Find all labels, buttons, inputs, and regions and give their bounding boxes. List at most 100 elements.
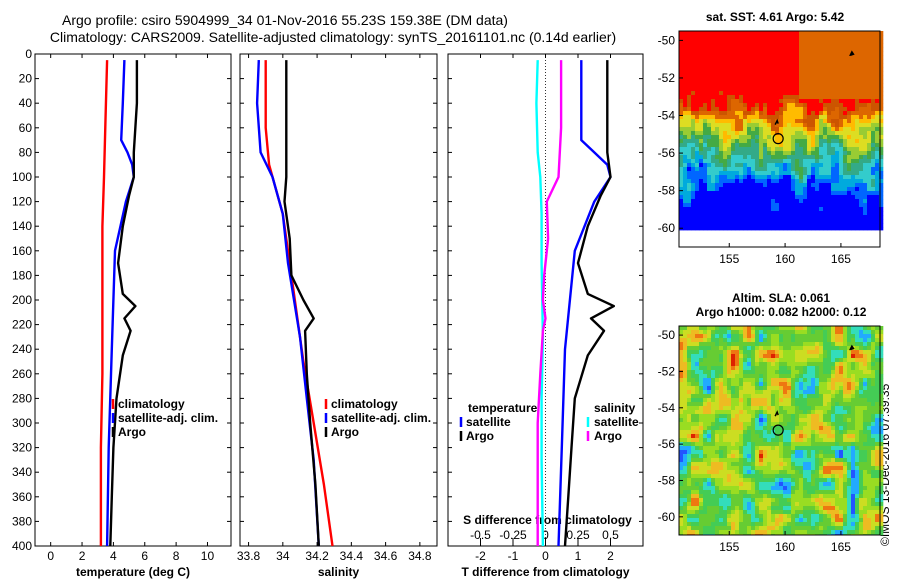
sla-map-cell [791,358,796,363]
sla-map-cell [783,442,788,447]
sla-map-cell [803,478,808,483]
sla-map-cell [779,474,784,479]
sst-map-cell [875,139,880,144]
sst-map-ytick-label: -56 [658,146,676,160]
sst-map-cell [731,55,736,60]
sla-map-cell [699,474,704,479]
sst-map-cell [771,91,776,96]
sst-map-cell [791,75,796,80]
sla-map-cell [803,458,808,463]
sst-map-cell [815,31,820,36]
sla-map-cell [867,434,872,439]
sst-map-cell [795,131,800,136]
sla-map-cell [783,470,788,475]
sst-map-cell [799,155,804,160]
sst-map-cell [875,127,880,132]
sla-map-cell [879,406,884,411]
depth-tick-label: 340 [12,465,32,479]
sst-map-cell [811,43,816,48]
sla-map-cell [771,354,776,359]
sla-map-cell [743,402,748,407]
sla-map-cell [683,354,688,359]
sst-map-cell [847,55,852,60]
sla-map-cell [851,418,856,423]
sst-map-cell [831,227,836,231]
sst-map-cell [751,71,756,76]
sst-map-cell [815,227,820,231]
sla-map-cell [815,434,820,439]
sla-map-cell [807,366,812,371]
sla-map-cell [743,482,748,487]
sla-map-cell [759,386,764,391]
sla-map-cell [835,446,840,451]
sst-map-cell [819,215,824,220]
sla-map-cell [863,470,868,475]
sst-map-cell [699,155,704,160]
sla-map-cell [711,490,716,495]
sst-map-cell [755,123,760,128]
sst-map-cell [719,95,724,100]
sst-map-cell [715,159,720,164]
sst-map-cell [759,95,764,100]
sst-map-cell [787,187,792,192]
sst-map-cell [743,207,748,212]
sla-map-cell [803,406,808,411]
sst-map-cell [787,203,792,208]
sla-map-cell [715,438,720,443]
sst-map-cell [743,71,748,76]
sla-map-cell [735,414,740,419]
sst-map-cell [767,187,772,192]
sla-map-cell [831,446,836,451]
sla-map-cell [803,446,808,451]
sst-map-cell [707,71,712,76]
sst-map-cell [779,135,784,140]
sla-map-cell [739,442,744,447]
sla-map-cell [727,438,732,443]
sst-map-cell [703,87,708,92]
sla-map-cell [839,358,844,363]
sst-map-cell [683,59,688,64]
sst-map-cell [703,167,708,172]
sla-map-cell [851,378,856,383]
sst-map-cell [803,71,808,76]
sst-map-cell [755,71,760,76]
sst-map-float-track [774,118,779,125]
sst-map-cell [839,147,844,152]
sla-map-cell [759,490,764,495]
sst-map-cell [791,107,796,112]
sla-map-cell [735,358,740,363]
sla-map-cell [687,454,692,459]
sla-map-cell [703,398,708,403]
sla-map-cell [807,362,812,367]
sst-map-cell [867,127,872,132]
sst-map-cell [875,43,880,48]
sst-map-cell [863,87,868,92]
sst-map-cell [783,35,788,40]
sla-map-cell [719,410,724,415]
sst-map-cell [867,171,872,176]
sst-map-cell [839,67,844,72]
sla-map-cell [859,430,864,435]
sst-map-cell [843,39,848,44]
sla-map-cell [771,466,776,471]
sst-map-cell [787,219,792,224]
sst-map-cell [815,75,820,80]
sla-map-cell [839,458,844,463]
sla-map-cell [799,362,804,367]
sst-map-cell [763,83,768,88]
sst-map-cell [771,175,776,180]
sla-map-cell [695,338,700,343]
sla-map-cell [707,362,712,367]
sst-map-cell [871,163,876,168]
salinity-panel-xtick-label: 34.4 [340,549,364,563]
sla-map-cell [759,410,764,415]
sla-map-cell [851,382,856,387]
sst-map-cell [859,171,864,176]
sla-map-cell [735,474,740,479]
sst-map-cell [711,107,716,112]
sst-map-cell [679,67,684,72]
sst-map-cell [783,215,788,220]
sst-map-cell [715,195,720,200]
sst-map-cell [803,171,808,176]
sst-map-cell [723,55,728,60]
